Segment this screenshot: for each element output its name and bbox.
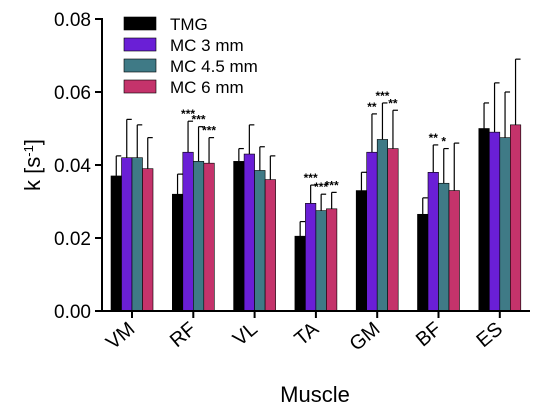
bars-group [110, 124, 522, 312]
bar-vl-tmg [233, 161, 245, 312]
legend: TMG MC 3 mm MC 4.5 mm MC 6 mm [123, 15, 258, 97]
significance-marker: *** [202, 124, 216, 138]
significance-marker: ** [429, 131, 439, 145]
legend-swatch [123, 79, 157, 94]
legend-swatch [123, 16, 157, 31]
bar-vm-tmg [110, 175, 122, 312]
bar-gm-mc-6-mm [387, 148, 399, 312]
bar-vm-mc-3-mm [121, 157, 133, 312]
legend-swatch [123, 58, 157, 73]
x-ticks-group: VM RF VL TA GM BF ES [102, 311, 507, 356]
y-tick-label: 0.06 [54, 83, 91, 104]
x-tick-label-ta: TA [291, 318, 324, 351]
y-tick-label: 0.02 [54, 229, 91, 250]
significance-markers-group: *************************** * [181, 89, 446, 194]
bar-ta-mc-6-mm [326, 208, 338, 312]
x-tick-label-vl: VL [229, 318, 262, 351]
significance-marker: *** [181, 107, 195, 121]
bar-rf-mc-3-mm [182, 151, 194, 312]
bar-vm-mc-4-5-mm [131, 157, 143, 312]
bar-bf-mc-3-mm [427, 172, 439, 312]
x-tick-label-rf: RF [166, 318, 201, 352]
bar-vl-mc-4-5-mm [254, 170, 266, 312]
bar-ta-tmg [294, 235, 306, 312]
significance-marker: ** [388, 96, 398, 110]
error-bars-group [115, 58, 521, 237]
y-ticks-group: 0.00 0.02 0.04 0.06 0.08 [54, 10, 102, 323]
legend-label: MC 6 mm [170, 78, 244, 97]
significance-marker: *** [375, 89, 389, 103]
x-axis-title: Muscle [280, 382, 350, 407]
bar-bf-tmg [417, 213, 429, 312]
significance-marker: *** [325, 178, 339, 192]
y-axis-title: k [s-1] [20, 139, 45, 191]
legend-label: MC 4.5 mm [170, 57, 258, 76]
x-tick-label-gm: GM [346, 318, 385, 356]
bar-vl-mc-3-mm [243, 153, 255, 312]
bar-bf-mc-4-5-mm [438, 182, 450, 312]
y-axis-title-end: ] [20, 139, 45, 145]
bar-gm-mc-3-mm [366, 151, 378, 312]
x-tick-label-vm: VM [102, 318, 139, 354]
bar-es-tmg [478, 128, 490, 312]
bar-ta-mc-3-mm [305, 203, 317, 312]
bar-vl-mc-6-mm [264, 179, 276, 312]
y-tick-label: 0.00 [54, 302, 91, 323]
significance-marker: * [441, 135, 446, 149]
significance-marker: *** [304, 171, 318, 185]
bar-es-mc-4-5-mm [499, 137, 511, 312]
significance-marker: *** [314, 180, 328, 194]
bar-rf-mc-6-mm [203, 162, 215, 312]
x-tick-label-bf: BF [412, 318, 446, 351]
bar-rf-tmg [172, 193, 184, 312]
legend-label: TMG [170, 15, 208, 34]
y-tick-label: 0.04 [54, 156, 91, 177]
bar-ta-mc-4-5-mm [315, 210, 327, 312]
bar-es-mc-3-mm [488, 131, 501, 312]
bar-gm-tmg [355, 190, 368, 312]
bar-gm-mc-4-5-mm [376, 139, 389, 312]
bar-rf-mc-4-5-mm [193, 161, 205, 312]
legend-swatch [123, 37, 157, 52]
bar-bf-mc-6-mm [448, 190, 460, 312]
bar-es-mc-6-mm [509, 124, 522, 312]
bar-vm-mc-6-mm [142, 168, 154, 312]
significance-marker: ** [367, 100, 377, 114]
legend-label: MC 3 mm [170, 36, 244, 55]
x-tick-label-es: ES [472, 318, 507, 352]
significance-marker: *** [192, 113, 206, 127]
y-axis-title-superscript: -1 [21, 145, 36, 157]
y-axis-title-main: k [s [20, 157, 45, 191]
y-tick-label: 0.08 [54, 10, 91, 31]
